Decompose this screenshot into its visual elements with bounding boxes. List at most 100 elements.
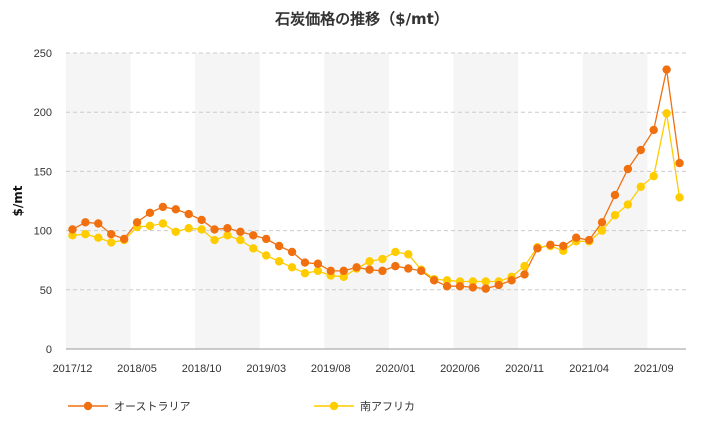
data-point-series-1	[365, 257, 374, 266]
data-point-series-0	[326, 266, 335, 276]
data-point-series-0	[262, 234, 271, 244]
legend-label: 南アフリカ	[360, 400, 415, 413]
plot-background-bands	[66, 53, 648, 349]
data-point-series-0	[636, 145, 645, 155]
data-point-series-1	[481, 277, 490, 286]
data-point-series-1	[236, 235, 245, 245]
data-point-series-0	[520, 270, 529, 279]
data-point-series-1	[107, 238, 116, 247]
data-point-series-0	[145, 208, 155, 218]
y-axis-ticks: 0 50 100 150 200 250	[34, 48, 52, 356]
data-point-series-1	[197, 225, 206, 234]
data-point-series-0	[481, 284, 490, 293]
x-tick-label: 2018/05	[117, 363, 157, 375]
data-point-series-0	[107, 229, 116, 239]
legend-label: オーストラリア	[114, 400, 190, 413]
data-point-series-0	[546, 240, 555, 250]
data-point-series-1	[184, 224, 193, 233]
data-point-series-0	[365, 265, 374, 274]
y-tick-label: 250	[34, 48, 52, 60]
gridlines	[66, 52, 686, 291]
data-point-series-1	[662, 109, 671, 118]
data-point-series-0	[442, 282, 452, 291]
data-point-series-0	[94, 219, 103, 228]
data-point-series-0	[249, 231, 258, 240]
x-tick-label: 2021/09	[634, 363, 674, 375]
data-point-series-1	[313, 266, 323, 276]
data-point-series-0	[274, 241, 284, 251]
x-tick-label: 2020/06	[440, 363, 480, 375]
background-band	[324, 53, 389, 349]
data-point-series-0	[494, 280, 503, 290]
data-point-series-1	[378, 254, 387, 264]
data-point-series-0	[339, 266, 348, 276]
data-point-series-1	[68, 231, 77, 240]
data-point-series-1	[287, 263, 297, 272]
data-point-series-0	[417, 266, 426, 276]
data-point-series-0	[158, 202, 168, 212]
data-point-series-0	[404, 264, 413, 273]
data-point-series-1	[468, 277, 478, 286]
y-tick-label: 50	[40, 285, 52, 297]
data-point-series-1	[442, 276, 452, 285]
data-point-series-0	[584, 235, 594, 245]
x-tick-label: 2019/08	[311, 363, 351, 375]
y-tick-label: 100	[34, 226, 52, 238]
data-point-series-0	[287, 247, 297, 257]
data-point-series-1	[171, 227, 180, 236]
y-axis-label: $/mt	[11, 185, 25, 216]
legend-item-0[interactable]: オーストラリア	[68, 400, 190, 413]
data-point-series-1	[520, 261, 529, 271]
data-point-series-1	[636, 182, 645, 191]
data-point-series-1	[249, 244, 258, 253]
data-point-series-0	[507, 276, 516, 285]
data-point-series-0	[68, 225, 77, 234]
background-band	[582, 53, 648, 349]
x-tick-label: 2018/10	[182, 363, 222, 375]
legend-item-1[interactable]: 南アフリカ	[314, 400, 415, 413]
x-tick-label: 2017/12	[53, 363, 93, 375]
data-point-series-0	[623, 164, 633, 174]
data-point-series-0	[184, 209, 193, 219]
data-point-series-0	[559, 241, 568, 251]
legend[interactable]: オーストラリア 南アフリカ	[68, 400, 415, 413]
data-point-series-0	[313, 259, 323, 268]
x-tick-label: 2020/01	[375, 363, 415, 375]
y-tick-label: 200	[34, 107, 52, 119]
x-tick-label: 2019/03	[246, 363, 286, 375]
data-point-series-0	[81, 218, 90, 227]
data-point-series-1	[300, 269, 310, 278]
background-band	[66, 53, 131, 349]
data-point-series-1	[210, 235, 219, 245]
data-point-series-0	[572, 233, 581, 242]
x-tick-label: 2021/04	[569, 363, 609, 375]
data-point-series-0	[210, 225, 219, 234]
data-point-series-0	[300, 258, 310, 267]
background-band	[453, 53, 519, 349]
data-point-series-0	[223, 224, 232, 233]
data-point-series-1	[623, 200, 633, 209]
data-point-series-1	[262, 251, 271, 260]
data-point-series-0	[352, 263, 361, 272]
data-point-series-1	[391, 247, 400, 257]
data-point-series-1	[145, 221, 155, 231]
y-tick-label: 150	[34, 166, 52, 178]
chart-title: 石炭価格の推移（$/mt）	[274, 10, 449, 28]
data-point-series-1	[274, 257, 284, 266]
data-point-series-1	[94, 233, 103, 242]
data-point-series-0	[675, 158, 684, 168]
data-point-series-1	[675, 193, 684, 202]
data-point-series-0	[468, 283, 478, 292]
data-point-series-1	[610, 211, 620, 220]
data-point-series-0	[429, 276, 439, 285]
data-point-series-1	[81, 229, 90, 239]
data-point-series-0	[119, 234, 129, 244]
data-point-series-0	[597, 218, 607, 227]
x-axis-ticks: 2017/12 2018/05 2018/10 2019/03 2019/08 2020/…	[53, 363, 674, 375]
series-points	[68, 65, 684, 293]
data-point-series-0	[132, 218, 142, 227]
background-band	[195, 53, 260, 349]
data-point-series-1	[597, 226, 607, 235]
data-point-series-1	[223, 231, 232, 240]
